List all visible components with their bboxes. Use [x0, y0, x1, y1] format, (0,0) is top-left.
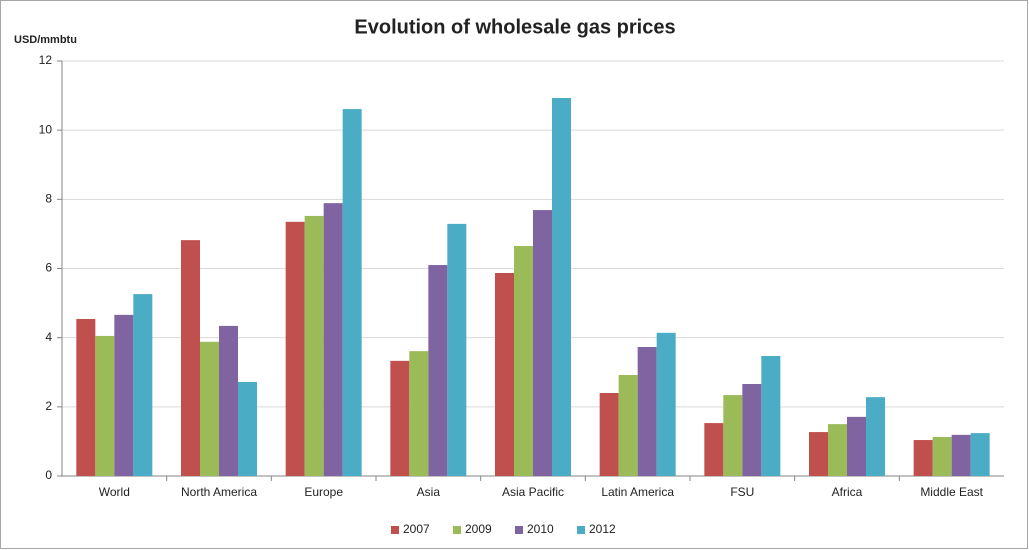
bar [285, 221, 305, 476]
bar [618, 375, 638, 476]
legend-label: 2012 [589, 522, 616, 536]
x-tick-label: North America [181, 485, 257, 499]
bar [495, 272, 514, 476]
bar [809, 432, 828, 476]
legend-swatch [391, 526, 399, 534]
legend-label: 2009 [465, 522, 492, 536]
y-tick-label: 8 [45, 192, 52, 206]
x-tick-label: Latin America [601, 485, 674, 499]
bar [970, 433, 990, 476]
bar [913, 440, 933, 476]
bar [409, 351, 429, 476]
x-tick-label: FSU [730, 485, 754, 499]
y-tick-label: 0 [45, 468, 52, 482]
bar [304, 215, 324, 476]
bar [114, 314, 134, 476]
y-tick-label: 10 [39, 122, 53, 136]
bar [552, 98, 571, 477]
x-tick-label: Asia [417, 485, 441, 499]
chart-title: Evolution of wholesale gas prices [354, 16, 675, 38]
bar [637, 347, 657, 476]
y-tick-label: 6 [45, 261, 52, 275]
x-tick-label: Asia Pacific [502, 485, 564, 499]
bar [133, 294, 153, 476]
bar [323, 203, 343, 476]
bar [181, 240, 200, 476]
x-tick-label: World [99, 485, 130, 499]
bar [428, 265, 448, 476]
bar [656, 332, 676, 476]
bar [723, 395, 743, 476]
bar [599, 393, 619, 476]
bar [704, 423, 724, 476]
bar [76, 318, 96, 476]
y-axis-label: USD/mmbtu [14, 34, 77, 46]
bar [238, 381, 257, 476]
bar [342, 109, 362, 476]
legend-swatch [453, 526, 461, 534]
bar [390, 360, 410, 476]
bar [828, 424, 847, 476]
bar [761, 355, 781, 476]
legend-label: 2007 [403, 522, 430, 536]
bar [533, 210, 552, 476]
y-tick-label: 12 [39, 53, 53, 67]
legend-swatch [577, 526, 585, 534]
bar [951, 434, 971, 476]
x-tick-label: Middle East [920, 485, 983, 499]
bar [514, 246, 533, 476]
x-tick-label: Europe [304, 485, 343, 499]
bar [200, 341, 219, 476]
bar [866, 397, 885, 476]
legend-label: 2010 [527, 522, 554, 536]
x-tick-label: Africa [832, 485, 863, 499]
y-tick-label: 4 [45, 330, 52, 344]
bar [219, 325, 238, 476]
y-tick-label: 2 [45, 399, 52, 413]
bar [932, 436, 952, 476]
bar [447, 223, 467, 476]
bar [847, 416, 866, 476]
legend-swatch [515, 526, 523, 534]
bar [742, 384, 762, 476]
bar [95, 335, 115, 476]
